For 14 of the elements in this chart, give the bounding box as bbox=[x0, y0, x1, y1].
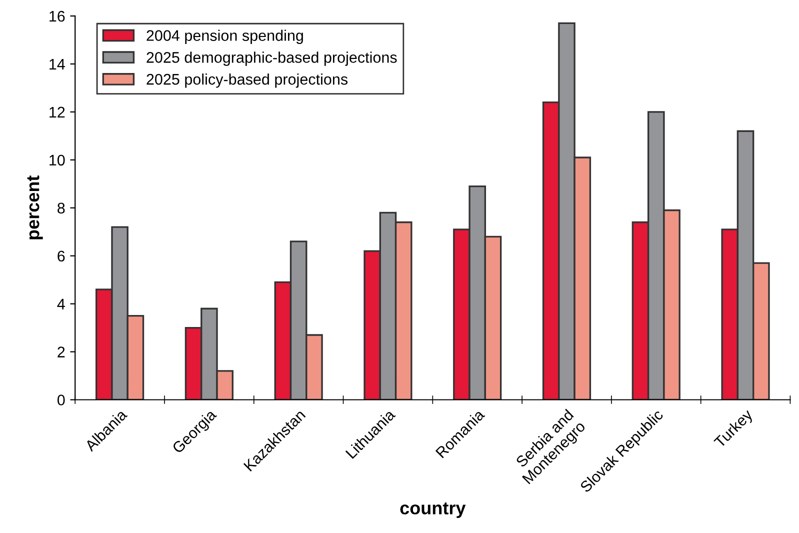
y-tick-label: 16 bbox=[50, 10, 65, 22]
y-tick-label: 12 bbox=[50, 106, 65, 118]
y-tick-label: 14 bbox=[50, 58, 65, 70]
y-tick-label: 8 bbox=[58, 202, 65, 214]
y-tick-label: 6 bbox=[58, 250, 65, 262]
y-tick-label: 10 bbox=[50, 154, 65, 166]
y-tick-label: 0 bbox=[57, 394, 65, 406]
legend-label: 2025 demographic-based projections bbox=[146, 52, 397, 66]
y-tick-label: 2 bbox=[58, 346, 65, 358]
y-tick-label: 4 bbox=[57, 298, 65, 310]
legend-label: 2025 policy-based projections bbox=[146, 74, 348, 88]
x-axis-title: country bbox=[400, 502, 466, 518]
y-axis-title: percent bbox=[27, 175, 43, 240]
legend-label: 2004 pension spending bbox=[146, 30, 303, 44]
